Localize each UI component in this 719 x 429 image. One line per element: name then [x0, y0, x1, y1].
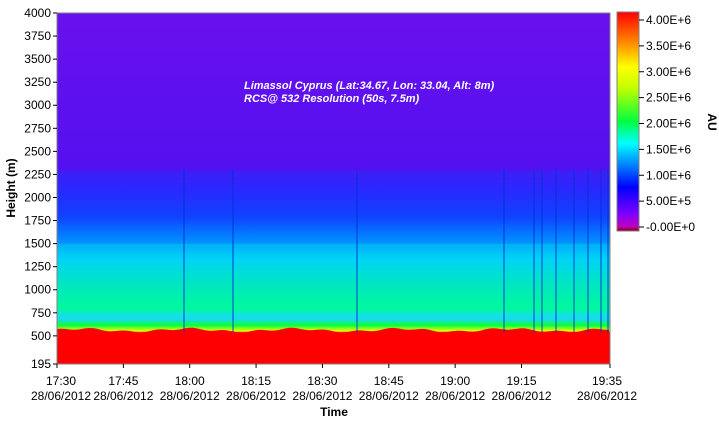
layer-band: [57, 13, 610, 170]
x-tick-date: 28/06/2012: [491, 389, 551, 403]
signal-streak: [503, 169, 505, 333]
y-tick-label: 1250: [24, 260, 51, 274]
x-tick-date: 28/06/2012: [160, 389, 220, 403]
x-tick-time: 18:00: [175, 374, 205, 388]
signal-streak: [533, 169, 535, 333]
y-axis: 195 500 750 1000 1250 1500 1750 2000 2250 2500 275…: [24, 6, 57, 371]
signal-streak: [232, 169, 234, 333]
signal-streak: [183, 169, 185, 333]
layer-band: [57, 169, 610, 244]
y-tick-label: 3000: [24, 98, 51, 112]
plot-frame: [56, 12, 611, 365]
surface-layer-edge: [57, 327, 610, 364]
y-tick-label: 750: [31, 306, 51, 320]
y-tick-label: 3750: [24, 29, 51, 43]
signal-streak: [555, 169, 557, 333]
colorbar-tick-label: 2.50E+6: [646, 91, 691, 105]
layer-band: [57, 322, 610, 333]
x-tick-date: 28/06/2012: [577, 389, 637, 403]
y-tick-label: 1500: [24, 237, 51, 251]
colorbar-tick-label: 3.50E+6: [646, 39, 691, 53]
signal-streak: [587, 169, 589, 333]
x-tick-time: 17:45: [108, 374, 138, 388]
y-tick-label: 195: [31, 357, 51, 371]
colorbar-tick-label: 3.00E+6: [646, 65, 691, 79]
x-tick-date: 28/06/2012: [31, 389, 91, 403]
signal-streak: [573, 169, 575, 333]
y-axis-title: Height (m): [4, 158, 18, 217]
x-tick-date: 28/06/2012: [226, 389, 286, 403]
y-tick-label: 2500: [24, 144, 51, 158]
signal-streak: [607, 169, 609, 333]
x-tick-time: 18:30: [307, 374, 337, 388]
signal-streak: [600, 169, 602, 333]
y-tick-label: 2000: [24, 190, 51, 204]
y-tick-label: 2750: [24, 121, 51, 135]
x-tick-time: 17:30: [46, 374, 76, 388]
plot-area: [57, 13, 610, 364]
y-tick-label: 3250: [24, 75, 51, 89]
x-tick-time: 18:15: [241, 374, 271, 388]
layer-band: [57, 243, 610, 323]
heatmap-background: [57, 13, 610, 364]
signal-streak: [541, 169, 543, 333]
colorbar-label: AU: [705, 113, 719, 130]
y-tick-label: 4000: [24, 6, 51, 20]
colorbar: -0.00E+0 5.00E+5 1.00E+6 1.50E+6 2.00E+6 2.50…: [616, 11, 719, 234]
x-axis-title: Time: [320, 405, 348, 419]
annotation-location: Limassol Cyprus (Lat:34.67, Lon: 33.04, …: [244, 80, 495, 92]
colorbar-tick-label: 5.00E+5: [646, 194, 691, 208]
x-tick-time: 18:45: [374, 374, 404, 388]
x-axis: 17:3028/06/201217:4528/06/201218:0028/06…: [31, 364, 637, 403]
x-tick-date: 28/06/2012: [292, 389, 352, 403]
x-tick-date: 28/06/2012: [359, 389, 419, 403]
colorbar-scale: [616, 11, 640, 232]
y-tick-label: 3500: [24, 52, 51, 66]
y-tick-label: 500: [31, 329, 51, 343]
x-tick-date: 28/06/2012: [425, 389, 485, 403]
colorbar-tick-label: 1.00E+6: [646, 168, 691, 182]
colorbar-tick-label: 4.00E+6: [646, 13, 691, 27]
annotation-resolution: RCS@ 532 Resolution (50s, 7.5m): [244, 93, 420, 105]
x-tick-time: 19:00: [440, 374, 470, 388]
x-tick-date: 28/06/2012: [93, 389, 153, 403]
colorbar-tick-label: -0.00E+0: [646, 220, 695, 234]
y-tick-label: 1000: [24, 283, 51, 297]
y-tick-label: 1750: [24, 214, 51, 228]
y-tick-label: 2250: [24, 167, 51, 181]
x-tick-time: 19:15: [507, 374, 537, 388]
colorbar-tick-label: 1.50E+6: [646, 142, 691, 156]
x-tick-time: 19:35: [592, 374, 622, 388]
signal-streak: [356, 169, 358, 333]
colorbar-tick-label: 2.00E+6: [646, 117, 691, 131]
